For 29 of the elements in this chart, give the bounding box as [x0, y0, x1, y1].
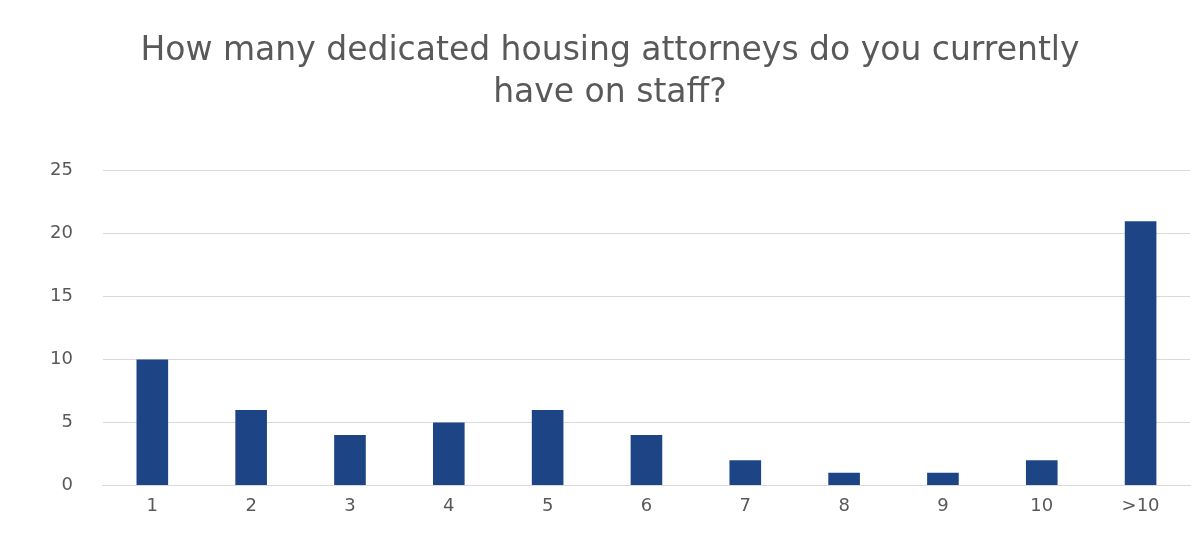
x-tick-label: 9	[937, 493, 949, 515]
x-tick-label: >10	[1121, 493, 1160, 515]
bar	[729, 460, 762, 485]
bar	[927, 472, 959, 485]
y-tick-label: 10	[50, 347, 73, 369]
bar	[136, 359, 169, 485]
bar	[235, 409, 267, 485]
x-tick-label: 8	[838, 493, 850, 515]
bar	[630, 435, 663, 485]
chart-title: How many dedicated housing attorneys do you currently have on staff?	[139, 28, 1081, 112]
x-tick-label: 7	[739, 493, 752, 515]
bar	[531, 409, 564, 485]
x-tick-label: 5	[541, 493, 554, 515]
x-tick-label: 2	[245, 493, 257, 515]
bar	[1124, 221, 1157, 485]
y-tick-label: 0	[61, 473, 73, 495]
x-tick-label: 1	[146, 493, 159, 515]
bar	[334, 435, 366, 485]
x-tick-label: 10	[1030, 493, 1054, 515]
bar	[828, 472, 860, 485]
y-tick-label: 15	[50, 284, 73, 306]
x-tick-label: 6	[640, 493, 653, 515]
x-tick-label: 3	[344, 493, 356, 515]
y-tick-label: 5	[61, 410, 73, 432]
bar	[432, 422, 465, 485]
x-tick-label: 4	[443, 493, 455, 515]
y-tick-label: 25	[50, 158, 73, 180]
bar	[1025, 460, 1058, 485]
y-tick-label: 20	[50, 221, 73, 243]
